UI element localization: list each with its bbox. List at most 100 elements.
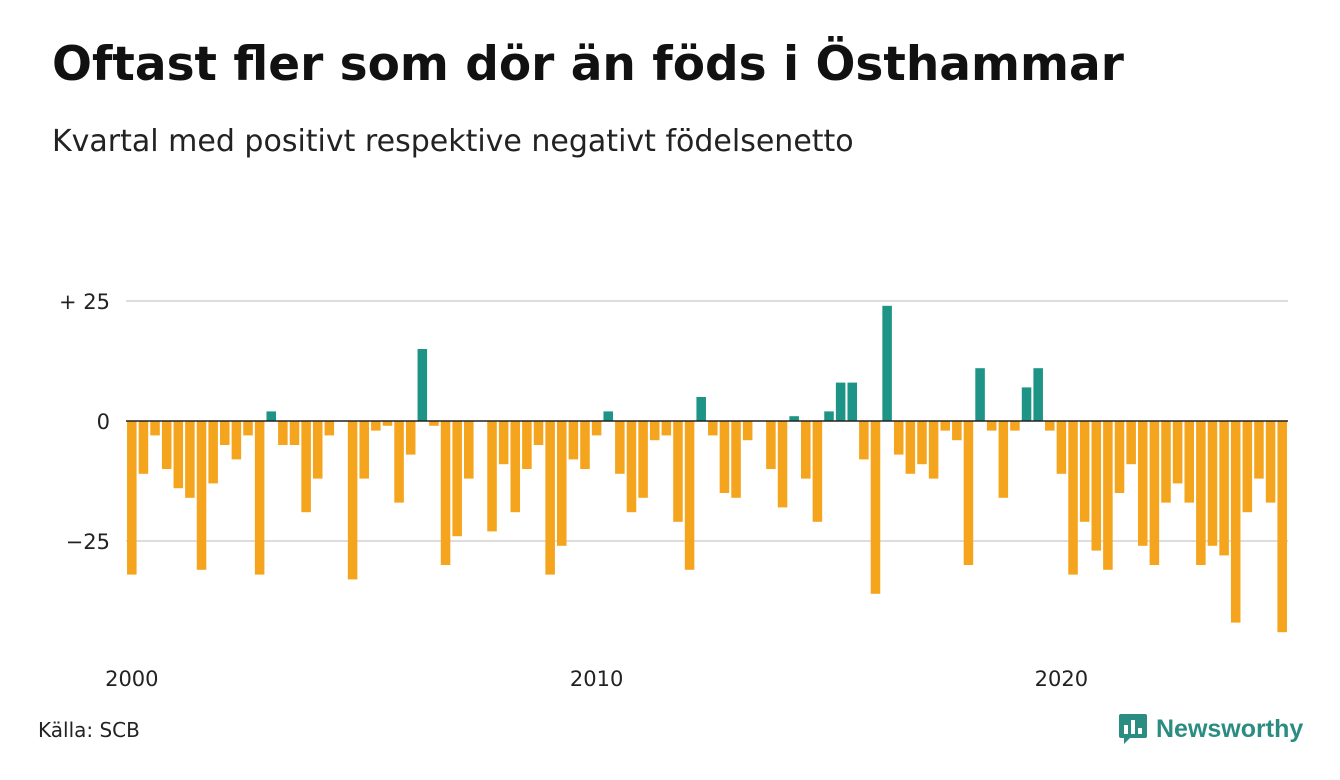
bar xyxy=(975,368,985,421)
bar xyxy=(1068,421,1078,575)
bar xyxy=(568,421,579,460)
bar xyxy=(952,421,962,441)
bar xyxy=(405,421,416,455)
x-tick-label: 2020 xyxy=(1035,667,1088,691)
bar xyxy=(1184,421,1194,503)
bar xyxy=(824,411,834,421)
bar xyxy=(452,421,462,537)
y-tick-label: 0 xyxy=(97,410,110,434)
bar xyxy=(1242,421,1253,513)
brand-logo: Newsworthy xyxy=(1118,712,1303,746)
bar xyxy=(440,421,451,565)
bar xyxy=(905,421,916,474)
bar xyxy=(556,421,567,546)
bar xyxy=(1010,421,1020,431)
bar xyxy=(708,421,718,436)
chart-title: Oftast fler som dör än föds i Östhammar xyxy=(52,37,1124,92)
bar xyxy=(1277,421,1287,633)
y-tick-label: −25 xyxy=(66,530,110,554)
bar xyxy=(986,421,997,431)
x-tick-label: 2000 xyxy=(105,667,158,691)
bar xyxy=(917,421,927,465)
bar xyxy=(626,421,637,513)
bar xyxy=(266,411,277,421)
bar-chart: + 25 0 −25 2000 2010 2020 xyxy=(59,290,1288,691)
bar xyxy=(1230,421,1241,623)
bar xyxy=(312,421,323,479)
bar xyxy=(1045,421,1055,431)
bar xyxy=(173,421,184,489)
bar xyxy=(138,421,149,474)
bar xyxy=(382,421,393,426)
brand-name: Newsworthy xyxy=(1156,714,1304,743)
x-tick-label: 2010 xyxy=(570,667,623,691)
bar xyxy=(1114,421,1125,493)
bar xyxy=(859,421,869,460)
source-note: Källa: SCB xyxy=(38,718,140,742)
bar xyxy=(324,421,335,436)
bar xyxy=(1265,421,1276,503)
bar xyxy=(893,421,904,455)
bar xyxy=(522,421,532,469)
bar xyxy=(789,416,799,421)
newsworthy-logo-icon xyxy=(1119,714,1147,744)
bar xyxy=(812,421,823,522)
bar xyxy=(963,421,974,565)
bar xyxy=(1137,421,1148,546)
bar xyxy=(1149,421,1160,565)
bar xyxy=(1021,387,1032,421)
bar xyxy=(1172,421,1183,484)
bar xyxy=(731,421,741,498)
bar xyxy=(545,421,555,575)
bar xyxy=(928,421,939,479)
bar xyxy=(150,421,160,436)
bar xyxy=(638,421,648,498)
bar xyxy=(371,421,381,431)
bar xyxy=(347,421,358,580)
bar xyxy=(243,421,253,436)
bar xyxy=(1126,421,1136,465)
bar xyxy=(196,421,207,570)
bar xyxy=(487,421,497,532)
bar xyxy=(231,421,242,460)
bar xyxy=(998,421,1009,498)
bar xyxy=(394,421,404,503)
bar xyxy=(289,421,300,445)
bar xyxy=(847,382,858,421)
bar xyxy=(533,421,544,445)
bar xyxy=(696,397,706,421)
bar xyxy=(684,421,695,570)
bar xyxy=(498,421,509,465)
bar xyxy=(661,421,672,436)
bar xyxy=(1254,421,1264,479)
bar xyxy=(940,421,950,431)
bar xyxy=(615,421,625,474)
bar xyxy=(801,421,811,479)
bar xyxy=(359,421,369,479)
bar xyxy=(835,382,846,421)
bar xyxy=(1207,421,1218,546)
chart-subtitle: Kvartal med positivt respektive negativt… xyxy=(52,124,854,159)
y-tick-label: + 25 xyxy=(59,290,110,314)
bar xyxy=(777,421,788,508)
bar xyxy=(254,421,265,575)
bar xyxy=(766,421,776,469)
bar xyxy=(1056,421,1067,474)
bar xyxy=(649,421,660,441)
bar xyxy=(1161,421,1171,503)
bar xyxy=(1196,421,1206,565)
bar xyxy=(1091,421,1102,551)
bar xyxy=(603,411,613,421)
bar xyxy=(464,421,474,479)
bar xyxy=(591,421,602,436)
bar xyxy=(510,421,521,513)
x-axis-ticks: 2000 2010 2020 xyxy=(105,667,1088,691)
bar xyxy=(429,421,439,426)
y-axis-ticks: + 25 0 −25 xyxy=(59,290,110,554)
bar xyxy=(882,305,892,421)
bar xyxy=(161,421,172,469)
bar xyxy=(220,421,230,445)
bar xyxy=(1033,368,1043,421)
bar xyxy=(1219,421,1229,556)
bars xyxy=(127,305,1287,633)
